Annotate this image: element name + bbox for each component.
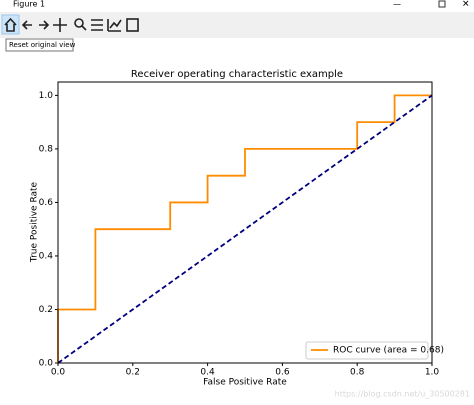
forward-button[interactable] bbox=[39, 20, 50, 30]
zoom-handle bbox=[81, 25, 87, 31]
close-button[interactable]: ✕ bbox=[462, 0, 470, 10]
y-tick-label: 0.6 bbox=[39, 198, 54, 208]
y-tick-label: 1.0 bbox=[39, 91, 54, 101]
axes-frame bbox=[57, 81, 433, 364]
x-tick-label: 0.2 bbox=[126, 368, 140, 378]
watermark: https://blog.csdn.net/u_30500281 bbox=[335, 390, 470, 399]
x-tick-label: 1.0 bbox=[425, 368, 440, 378]
toolbar bbox=[0, 12, 474, 38]
legend-label: ROC curve (area = 0.68) bbox=[333, 346, 444, 356]
home-icon bbox=[4, 17, 17, 32]
minimize-button[interactable]: — bbox=[393, 0, 401, 9]
x-tick-label: 0.6 bbox=[275, 368, 290, 378]
pan-button[interactable] bbox=[53, 18, 67, 32]
y-tick-label: 0.0 bbox=[39, 359, 54, 369]
y-axis-label: True Positive Rate bbox=[30, 181, 40, 263]
line bbox=[57, 94, 432, 363]
x-tick-label: 0.0 bbox=[51, 368, 66, 378]
maximize-button[interactable] bbox=[438, 0, 446, 8]
line bbox=[57, 94, 433, 364]
back-button[interactable] bbox=[21, 20, 32, 30]
x-axis-label: False Positive Rate bbox=[203, 378, 287, 388]
y-tick-label: 0.2 bbox=[39, 305, 53, 315]
configure-button[interactable] bbox=[91, 19, 103, 31]
save-button[interactable] bbox=[126, 18, 139, 32]
x-tick-label: 0.8 bbox=[350, 368, 365, 378]
title-bar bbox=[0, 0, 474, 11]
legend bbox=[305, 341, 429, 360]
y-tick-label: 0.4 bbox=[39, 251, 54, 261]
tooltip-text: Reset original view bbox=[9, 41, 76, 49]
tooltip bbox=[5, 38, 74, 52]
window-title: Figure 1 bbox=[13, 0, 45, 9]
y-tick-label: 0.8 bbox=[39, 144, 54, 154]
zoom-button[interactable] bbox=[74, 18, 84, 28]
edit-button[interactable] bbox=[107, 19, 122, 32]
chart-title: Receiver operating characteristic exampl… bbox=[131, 69, 343, 80]
x-tick-label: 0.4 bbox=[200, 368, 215, 378]
